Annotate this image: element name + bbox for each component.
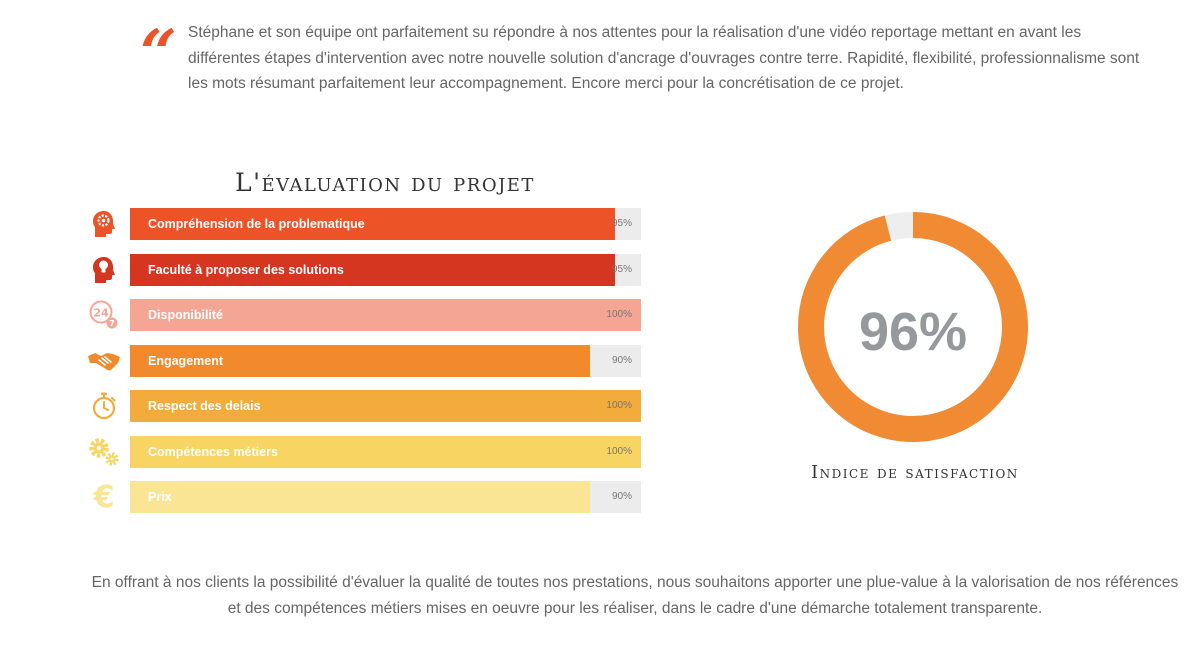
head-lightbulb-icon — [86, 254, 122, 286]
svg-text:€: € — [93, 481, 115, 513]
bar — [130, 299, 641, 331]
satisfaction-value: 96% — [858, 302, 968, 362]
evaluation-bar-chart: Compréhension de la problematique 95% Facu… — [86, 208, 642, 527]
quote-mark-icon: “ — [140, 16, 177, 91]
euro-icon: € — [86, 481, 122, 513]
bar — [130, 435, 641, 468]
bar-track: Compréhension de la problematique 95% — [130, 208, 641, 240]
bar-row: Faculté à proposer des solutions 95% — [86, 253, 642, 286]
bar-value-label: 100% — [606, 400, 632, 411]
bar-label: Disponibilité — [148, 308, 223, 322]
bar-row: Respect des delais 100% — [86, 390, 642, 422]
bar-row: 24 7 Disponibilité 100% — [86, 299, 642, 331]
bar-track: Engagement 90% — [130, 344, 641, 377]
bar-label: Prix — [148, 490, 172, 504]
bar-track: Respect des delais 100% — [130, 390, 641, 422]
bar-track: Compétences métiers 100% — [130, 435, 641, 468]
bar — [130, 390, 641, 422]
footer-text: En offrant à nos clients la possibilité … — [91, 574, 1179, 617]
donut-arc — [798, 212, 1028, 442]
testimonial-text: Stéphane et son équipe ont parfaitement … — [188, 24, 1140, 92]
bar-label: Compréhension de la problematique — [148, 217, 365, 231]
testimonial: “ Stéphane et son équipe ont parfaitemen… — [140, 20, 1150, 97]
bar-row: € Prix 90% — [86, 481, 642, 513]
bar — [130, 208, 616, 240]
head-gear-icon — [86, 208, 122, 240]
bar-track: Prix 90% — [130, 481, 641, 513]
handshake-icon — [86, 345, 122, 377]
bar — [130, 253, 616, 286]
svg-text:24: 24 — [93, 307, 109, 320]
bar-value-label: 100% — [606, 445, 632, 457]
bar-label: Faculté à proposer des solutions — [148, 262, 344, 277]
bar-label: Engagement — [148, 353, 224, 368]
satisfaction-donut-chart — [798, 212, 1028, 442]
evaluation-title: L'évaluation du projet — [235, 168, 535, 197]
bar-value-label: 95% — [611, 218, 632, 229]
bar-label: Respect des delais — [148, 399, 261, 413]
bar-value-label: 90% — [611, 491, 632, 502]
bar-row: Compétences métiers 100% — [86, 435, 642, 468]
bar-row: Compréhension de la problematique 95% — [86, 208, 642, 240]
bar-value-label: 95% — [611, 263, 632, 275]
bar-value-label: 100% — [606, 309, 632, 320]
bar-row: Engagement 90% — [86, 344, 642, 377]
bar — [130, 481, 590, 513]
svg-text:7: 7 — [109, 319, 115, 328]
satisfaction-caption: Indice de satisfaction — [811, 463, 1019, 483]
gears-icon — [86, 436, 122, 468]
bar — [130, 344, 590, 377]
bar-value-label: 90% — [611, 354, 632, 366]
clock-24-7-icon: 24 7 — [86, 299, 122, 331]
bar-label: Compétences métiers — [148, 444, 278, 459]
bar-track: Faculté à proposer des solutions 95% — [130, 253, 641, 286]
bar-track: Disponibilité 100% — [130, 299, 641, 331]
stopwatch-icon — [86, 390, 122, 422]
